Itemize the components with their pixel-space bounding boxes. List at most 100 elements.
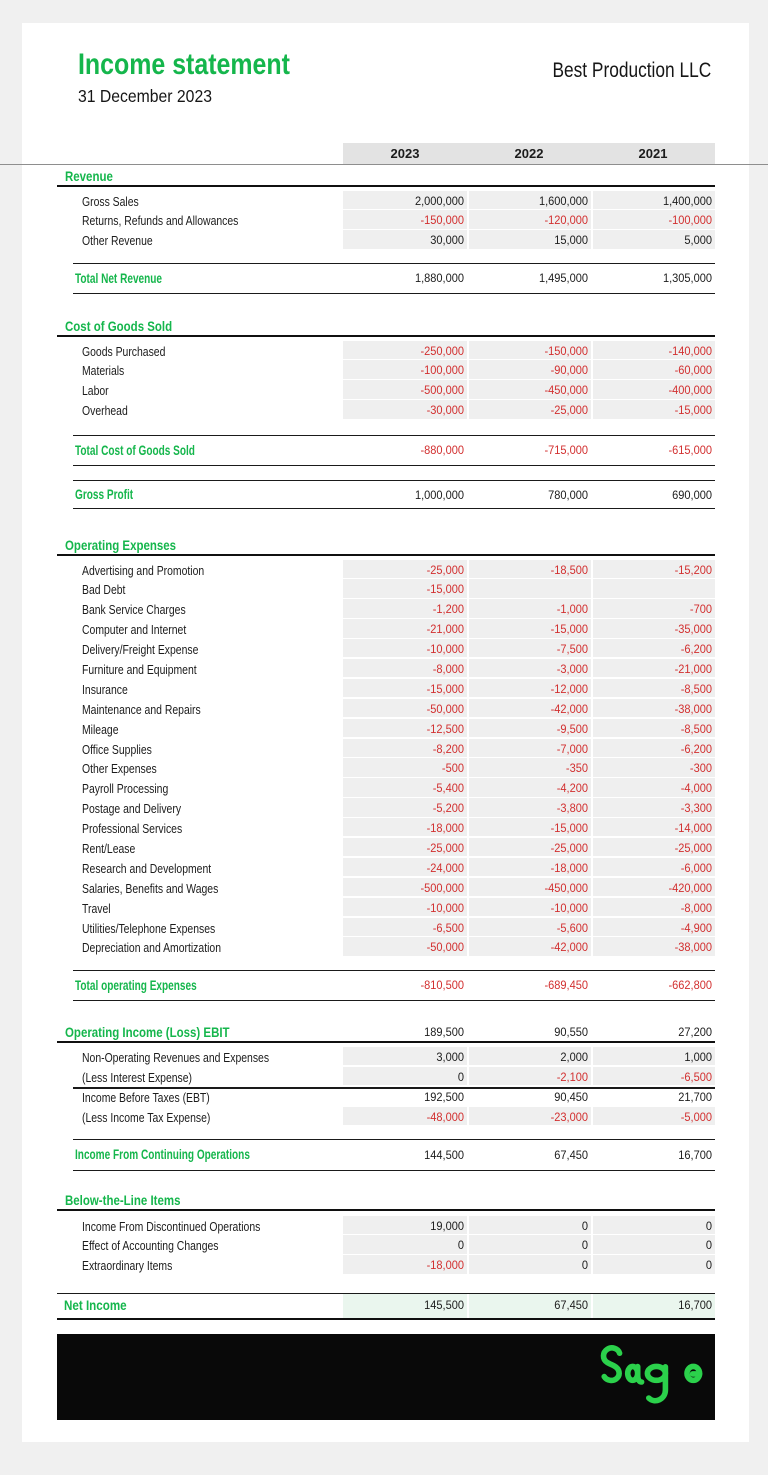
text: 16,700: [678, 1298, 712, 1312]
section-rows: Goods Purchased -250,000 -150,000 -140,000 M…: [57, 340, 715, 421]
row-value: -1,000: [467, 599, 591, 618]
text: 19,000: [430, 1218, 464, 1233]
row-value: -100,000: [343, 360, 467, 379]
text: -48,000: [426, 1109, 464, 1124]
text: -60,000: [674, 363, 712, 378]
row-value: -50,000: [343, 937, 467, 956]
text: Income From Discontinued Operations: [82, 1218, 261, 1234]
row-value: -120,000: [467, 210, 591, 229]
text: Net Income: [63, 1297, 127, 1313]
row-value: -18,500: [467, 559, 591, 578]
total-value: 1,000,000: [343, 488, 467, 502]
text: 145,500: [424, 1298, 464, 1312]
row-value: -15,000: [467, 619, 591, 638]
text: -15,000: [550, 622, 588, 637]
text: 27,200: [678, 1025, 712, 1039]
row-label: Goods Purchased: [57, 341, 343, 362]
row-label: Income From Discontinued Operations: [57, 1216, 343, 1237]
text: 690,000: [672, 487, 712, 502]
text: -6,200: [680, 642, 712, 657]
section-heading-value: 90,550: [467, 1022, 591, 1043]
total-label: Total Net Revenue: [73, 271, 344, 286]
row-value: -4,000: [591, 778, 715, 797]
row-label: Depreciation and Amortization: [57, 937, 343, 958]
text: -4,900: [680, 920, 712, 935]
row-value: 1,400,000: [591, 190, 715, 209]
text: Returns, Refunds and Allowances: [82, 213, 239, 229]
text: -30,000: [426, 403, 464, 418]
table-row: Professional Services -18,000 -15,000 -14,0…: [57, 818, 715, 838]
text: 5,000: [684, 233, 712, 248]
total-row: Total Cost of Goods Sold -880,000 -715,000…: [72, 434, 715, 466]
text: -42,000: [550, 701, 588, 716]
text: -8,000: [680, 900, 712, 915]
row-value: -18,000: [467, 857, 591, 877]
row-label: Labor: [57, 380, 343, 401]
section-rows: Advertising and Promotion -25,000 -18,500 -…: [57, 559, 715, 958]
text: -8,500: [680, 681, 712, 696]
row-value: -6,500: [343, 917, 467, 936]
text: -100,000: [668, 213, 712, 228]
table-row: Income From Discontinued Operations 19,00…: [57, 1215, 715, 1237]
text: -100,000: [420, 363, 464, 378]
text: -18,000: [426, 1258, 464, 1273]
row-value: -8,000: [343, 658, 467, 678]
row-value: -8,200: [343, 738, 467, 757]
text: Bad Debt: [82, 582, 126, 598]
text: -715,000: [544, 443, 588, 457]
text: -8,500: [680, 721, 712, 736]
text: -10,000: [426, 642, 464, 657]
row-value: -18,000: [343, 1255, 467, 1274]
text: -450,000: [544, 880, 588, 895]
section-heading: Cost of Goods Sold: [57, 316, 715, 337]
total-value: 1,880,000: [343, 271, 467, 285]
text: -500,000: [420, 880, 464, 895]
net-income-row: Net Income 145,500 67,450 16,700: [57, 1293, 715, 1320]
total-value: 1,495,000: [467, 271, 591, 285]
text: -3,800: [556, 801, 588, 816]
total-label: Income From Continuing Operations: [73, 1147, 344, 1162]
text: -6,500: [680, 1069, 712, 1084]
row-value: -2,100: [467, 1066, 591, 1086]
row-value: 0: [343, 1235, 467, 1254]
total-value: -689,450: [467, 978, 591, 992]
row-value: 2,000,000: [343, 190, 467, 209]
row-label: Insurance: [57, 679, 343, 700]
text: -25,000: [550, 840, 588, 855]
text: -500,000: [420, 383, 464, 398]
text: 1,000,000: [414, 487, 464, 502]
row-value: 19,000: [343, 1215, 467, 1234]
row-value: -50,000: [343, 698, 467, 718]
text: Gross Profit: [74, 487, 133, 502]
text: 90,550: [554, 1025, 588, 1039]
section-heading-row: Operating Income (Loss) EBIT 189,500 90,55…: [57, 1022, 715, 1043]
row-label: Office Supplies: [57, 739, 343, 760]
row-value: -10,000: [343, 897, 467, 917]
text: Professional Services: [82, 821, 183, 837]
row-value: -15,000: [343, 678, 467, 698]
text: Non-Operating Revenues and Expenses: [82, 1050, 270, 1065]
text: 0: [457, 1238, 464, 1253]
text: Utilities/Telephone Expenses: [82, 920, 216, 936]
row-value: 0: [343, 1066, 467, 1086]
text: -810,500: [420, 978, 464, 992]
row-value: -14,000: [591, 818, 715, 837]
total-label: Total operating Expenses: [73, 978, 344, 993]
table-row: Rent/Lease -25,000 -25,000 -25,000: [57, 837, 715, 858]
row-value: -12,500: [343, 718, 467, 738]
sage-logo: [600, 1345, 703, 1404]
text: -5,400: [432, 781, 464, 796]
total-value: -715,000: [467, 443, 591, 457]
text: 0: [705, 1218, 712, 1233]
text: -15,000: [674, 403, 712, 418]
text: 0: [581, 1218, 588, 1233]
text: -25,000: [426, 840, 464, 855]
row-value: 3,000: [343, 1047, 467, 1066]
text: (Less Income Tax Expense): [82, 1109, 211, 1125]
text: Office Supplies: [82, 741, 152, 757]
row-label: Gross Sales: [57, 191, 343, 212]
text: Total Cost of Goods Sold: [74, 442, 195, 458]
row-value: -450,000: [467, 877, 591, 897]
text: -15,000: [550, 821, 588, 836]
